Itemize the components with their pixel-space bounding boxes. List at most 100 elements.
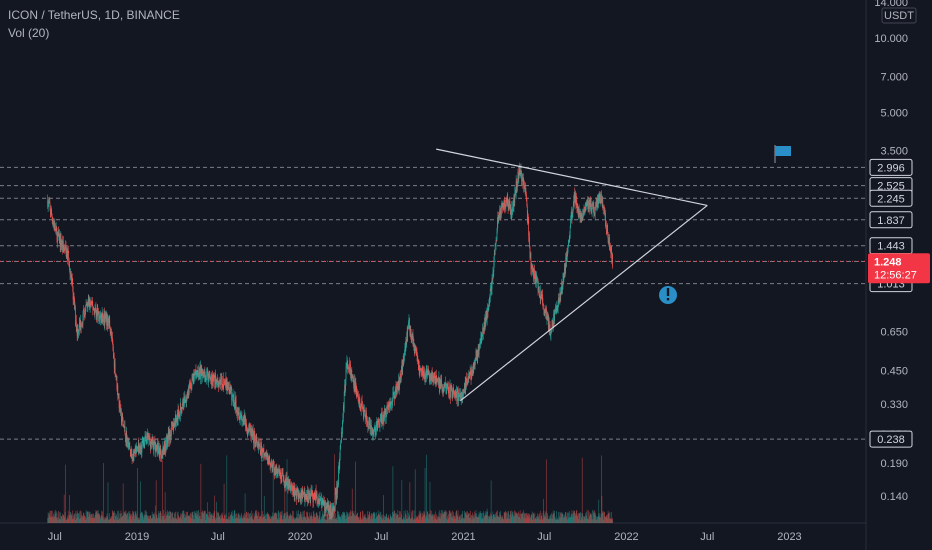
candle-body <box>505 206 506 208</box>
candle-body <box>351 369 353 378</box>
currency-badge[interactable]: USDT <box>881 7 917 24</box>
volume-bar <box>551 518 552 523</box>
candle-body <box>142 438 144 442</box>
candle-body <box>95 308 97 311</box>
candle-body <box>471 369 472 380</box>
volume-bar <box>406 519 408 523</box>
volume-indicator-label[interactable]: Vol (20) <box>8 26 50 40</box>
volume-bar <box>139 513 141 523</box>
volume-bar <box>75 511 77 523</box>
volume-bar <box>51 510 53 523</box>
symbol-title[interactable]: ICON / TetherUS, 1D, BINANCE <box>8 8 180 22</box>
candle-body <box>211 374 213 385</box>
volume-bar <box>396 513 398 523</box>
candle-body <box>589 199 590 202</box>
volume-bar <box>136 511 138 523</box>
trendline <box>459 204 708 402</box>
candle-body <box>359 398 360 403</box>
candle-body <box>466 382 468 385</box>
exclamation-icon[interactable] <box>659 286 677 304</box>
candle-body <box>48 201 50 203</box>
candle-body <box>257 446 259 448</box>
candle-body <box>589 201 591 210</box>
candle-body <box>451 386 452 388</box>
candle-body <box>240 416 241 417</box>
candle-body <box>451 390 453 398</box>
volume-bar <box>463 519 465 523</box>
volume-bar <box>274 512 275 523</box>
volume-bar <box>200 518 201 523</box>
volume-bar <box>590 513 592 523</box>
candle-body <box>576 205 578 209</box>
volume-bar <box>445 512 446 523</box>
price-level-label: 1.837 <box>877 215 905 227</box>
candle-body <box>65 245 67 251</box>
volume-bar <box>68 515 70 523</box>
volume-bar <box>160 513 162 523</box>
volume-bar <box>395 512 397 523</box>
candle-body <box>452 388 454 394</box>
candle-body <box>234 397 236 408</box>
volume-bar <box>325 519 327 523</box>
volume-bar <box>129 513 130 523</box>
volume-bar <box>233 512 235 523</box>
candle-body <box>512 207 513 209</box>
candle-body <box>226 382 228 388</box>
candle-body <box>472 373 473 375</box>
candle-body <box>242 419 244 421</box>
triangle-trendlines[interactable] <box>436 148 708 402</box>
volume-bar <box>105 518 107 523</box>
volume-bar <box>549 516 550 523</box>
candle-body <box>211 377 212 385</box>
volume-bar <box>566 517 567 523</box>
candle-body <box>417 360 419 365</box>
flag-icon[interactable] <box>774 145 791 163</box>
candle-body <box>209 378 211 380</box>
chart-markers[interactable] <box>659 145 791 304</box>
volume-bar <box>488 516 489 523</box>
candle-body <box>305 495 307 497</box>
candle-body <box>112 347 114 354</box>
volume-bar <box>244 512 245 523</box>
candle-body <box>153 441 154 450</box>
candle-body <box>599 194 601 203</box>
volume-bar <box>72 518 74 523</box>
candle-body <box>552 322 554 327</box>
candle-body <box>526 199 528 207</box>
volume-bar <box>495 512 497 523</box>
volume-bar <box>271 516 273 523</box>
volume-bar <box>140 481 141 523</box>
volume-bar <box>263 496 265 523</box>
x-axis[interactable]: Jul 2019 Jul 2020 Jul 2021 Jul 2022 Jul 2023 <box>48 531 802 543</box>
volume-bar <box>434 514 435 523</box>
candle-body <box>63 246 65 249</box>
volume-bar <box>275 512 276 523</box>
candle-body <box>334 493 336 507</box>
candle-body <box>479 346 480 348</box>
volume-bar <box>377 510 379 523</box>
volume-bar <box>146 511 148 523</box>
candle-body <box>270 463 271 466</box>
candle-body <box>57 232 59 234</box>
candle-body <box>466 378 467 383</box>
candle-body <box>390 400 392 407</box>
candle-body <box>208 373 209 383</box>
candle-body <box>406 332 408 341</box>
candle-body <box>89 299 91 308</box>
volume-bar <box>248 513 250 523</box>
candle-body <box>191 386 192 389</box>
candle-body <box>275 469 277 474</box>
candle-body <box>382 423 383 425</box>
volume-bar <box>424 468 426 523</box>
volume-bar <box>404 519 406 523</box>
candle-body <box>293 488 295 497</box>
candle-body <box>468 374 470 379</box>
volume-bar <box>78 513 80 523</box>
volume-bar <box>117 511 118 523</box>
volume-bar <box>518 516 520 523</box>
volume-bar <box>326 511 328 523</box>
volume-bar <box>341 514 342 523</box>
volume-bar <box>219 517 220 523</box>
volume-bar <box>338 514 339 523</box>
